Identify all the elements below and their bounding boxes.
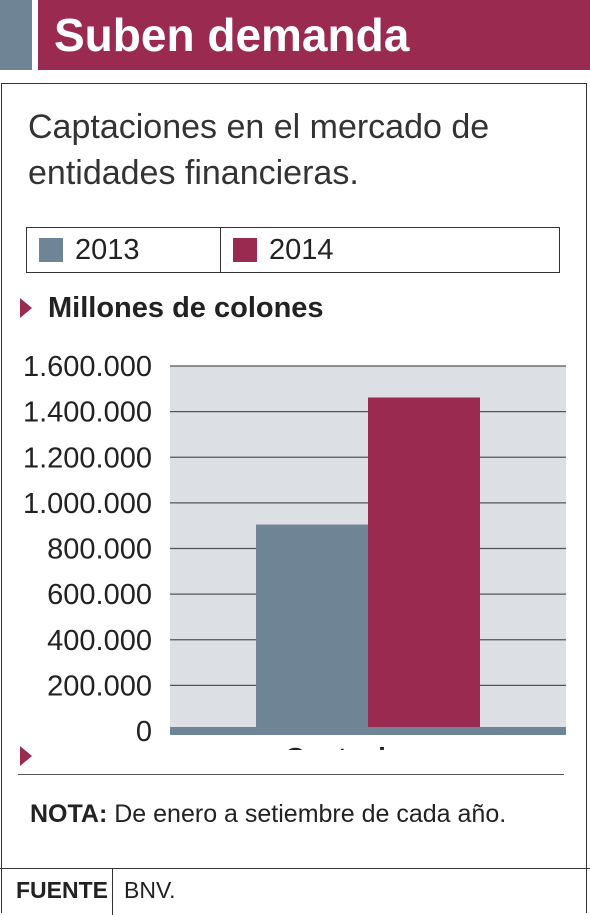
note-label: NOTA: <box>30 800 108 828</box>
y-tick-label: 1.600.000 <box>23 351 152 383</box>
chart-frame <box>1 83 587 913</box>
y-tick-label: 800.000 <box>47 534 152 566</box>
header-bar <box>38 0 590 70</box>
legend-item-2014: 2014 <box>233 228 334 272</box>
y-tick-label: 200.000 <box>47 670 152 702</box>
legend-divider <box>220 228 221 272</box>
y-tick-label: 1.000.000 <box>23 488 152 520</box>
note: NOTA: De enero a setiembre de cada año. <box>30 800 506 829</box>
y-tick-label: 1.200.000 <box>23 442 152 474</box>
header: Suben demanda <box>0 0 590 72</box>
page-title: Suben demanda <box>54 9 410 61</box>
legend-swatch-2013 <box>39 238 63 262</box>
y-tick-label: 0 <box>136 716 152 748</box>
chart-title: Captaciones en el mercado de entidades f… <box>28 108 490 192</box>
y-axis-label: Millones de colones <box>48 292 324 324</box>
legend-swatch-2014 <box>233 238 257 262</box>
note-text: De enero a setiembre de cada año. <box>114 800 507 828</box>
x-axis-baseline <box>170 727 566 735</box>
legend-label-2013: 2013 <box>75 233 140 266</box>
footer: FUENTE BNV. <box>0 868 590 915</box>
y-tick-label: 1.400.000 <box>23 397 152 429</box>
category-triangle-icon <box>20 746 32 766</box>
y-tick-label: 600.000 <box>47 579 152 611</box>
footer-divider-line <box>0 868 590 869</box>
bar-2013 <box>256 524 368 731</box>
footer-divider <box>112 868 113 915</box>
bar-2014 <box>368 397 480 731</box>
unit-triangle-icon <box>20 298 32 318</box>
legend: 2013 2014 <box>26 227 560 273</box>
category-underline <box>18 774 564 775</box>
bar-chart: 0 200.000 400.000 600.000 800.000 1.000.000 1.… <box>23 351 566 750</box>
y-tick-label: 400.000 <box>47 625 152 657</box>
header-accent <box>0 0 32 70</box>
category-label: Captaciones <box>285 742 452 750</box>
legend-label-2014: 2014 <box>269 233 334 266</box>
legend-item-2013: 2013 <box>39 228 140 272</box>
source-label: FUENTE <box>16 877 108 903</box>
source-value: BNV. <box>124 877 176 903</box>
